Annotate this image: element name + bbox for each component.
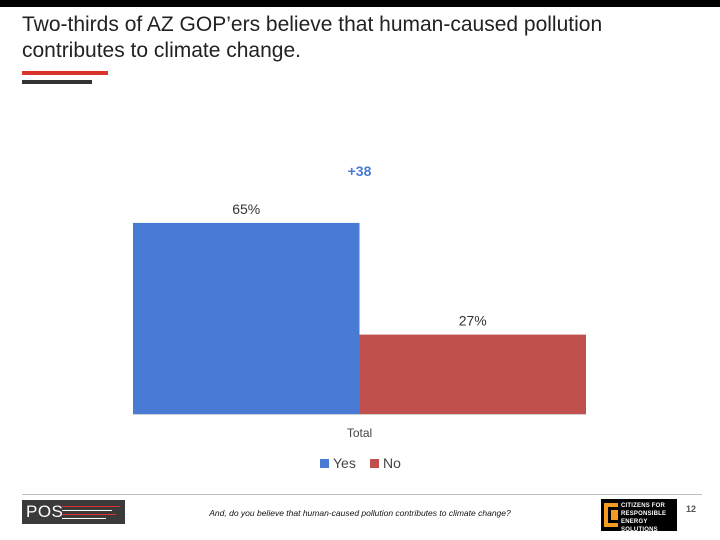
legend-swatch-no: [370, 459, 379, 468]
difference-annotation: +38: [348, 163, 372, 179]
data-label-no: 27%: [459, 313, 487, 329]
title-underline-dark: [22, 80, 92, 84]
pos-logo: POS: [22, 500, 125, 524]
pos-logo-lines: [62, 506, 120, 522]
cres-line-3: ENERGY SOLUTIONS: [621, 519, 658, 533]
cres-mark-icon: [604, 503, 618, 527]
bar-no: [359, 334, 586, 414]
legend-label-no: No: [383, 455, 401, 471]
page-title: Two-thirds of AZ GOP’ers believe that hu…: [22, 13, 603, 62]
title-underline-red: [22, 71, 108, 75]
category-label: Total: [347, 426, 372, 440]
bar-chart: 65% 27% Total +38 Yes No: [133, 163, 586, 471]
cres-logo-text: CITIZENS FOR RESPONSIBLE ENERGY SOLUTION…: [621, 502, 677, 534]
data-label-yes: 65%: [232, 201, 260, 217]
cres-line-1: CITIZENS FOR: [621, 503, 666, 509]
survey-question: And, do you believe that human-caused po…: [209, 508, 511, 518]
bar-yes: [133, 222, 360, 414]
cres-logo: CITIZENS FOR RESPONSIBLE ENERGY SOLUTION…: [601, 499, 677, 534]
page-number: 12: [686, 504, 697, 514]
legend-label-yes: Yes: [333, 455, 356, 471]
cres-line-2: RESPONSIBLE: [621, 511, 667, 517]
footer-divider: [22, 494, 702, 495]
pos-logo-text: POS: [26, 502, 64, 521]
top-bar: [0, 0, 720, 7]
legend-swatch-yes: [320, 459, 329, 468]
